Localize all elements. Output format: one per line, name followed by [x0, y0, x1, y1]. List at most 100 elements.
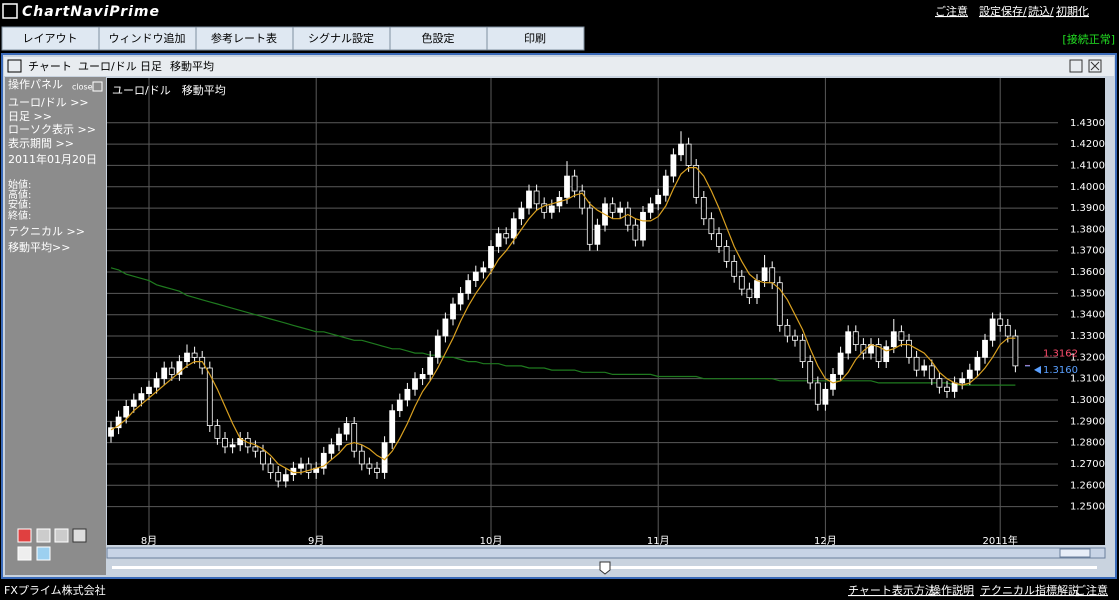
logo: ChartNaviPrime [22, 4, 160, 20]
y-tick-label: 1.4100 [1070, 160, 1105, 171]
candle-body [776, 282, 783, 326]
menu-label[interactable]: 色設定 [422, 32, 455, 45]
candle-body [465, 280, 472, 294]
chart-title: ユーロ/ドル 移動平均 [112, 83, 226, 97]
panel-close[interactable]: close [72, 83, 93, 92]
candle-body [974, 356, 981, 371]
footer-link[interactable]: チャート表示方法 [848, 583, 936, 597]
menu-label[interactable]: 印刷 [524, 32, 546, 45]
tool-icon[interactable] [36, 528, 51, 543]
panel-item[interactable]: ユーロ/ドル >> [8, 96, 89, 109]
candle-body [875, 344, 882, 363]
slider-thumb[interactable] [599, 561, 611, 575]
maximize-button[interactable] [1069, 59, 1083, 73]
candle-body [921, 365, 928, 371]
candle-body [115, 416, 122, 429]
candle-body [982, 339, 988, 358]
close-button[interactable] [1088, 59, 1102, 73]
candle-body [997, 318, 1004, 326]
candle-body [928, 365, 935, 380]
candle-body [951, 382, 958, 392]
tool-icon[interactable] [17, 528, 32, 543]
panel-item[interactable]: 日足 >> [8, 110, 52, 123]
candle-body [822, 388, 829, 405]
candle-body [396, 399, 403, 412]
menu-bar: レイアウト ウィンドウ追加 参考レート表 シグナル設定 色設定 印刷 [1, 26, 585, 51]
candle-body [442, 318, 449, 337]
footer-company: FXプライム株式会社 [4, 583, 106, 597]
candle-body [579, 190, 586, 209]
candle-body [678, 143, 684, 156]
panel-item[interactable]: テクニカル >> [8, 225, 85, 238]
menu-button[interactable] [486, 26, 585, 51]
candle-body [305, 463, 312, 473]
candle-body [123, 405, 130, 418]
header-link[interactable]: 初期化 [1056, 5, 1089, 18]
candle-body [807, 361, 814, 384]
y-tick-label: 1.3300 [1070, 331, 1105, 342]
candle-body [1004, 324, 1011, 337]
candle-body [640, 211, 646, 241]
candle-body [723, 246, 730, 262]
candle-body [336, 433, 342, 446]
y-tick-label: 1.3400 [1070, 310, 1105, 321]
candle-body [837, 352, 844, 375]
candle-body [769, 267, 776, 284]
candle-body [495, 233, 502, 247]
panel-title: 操作パネル [8, 77, 63, 91]
tool-icon[interactable] [54, 528, 69, 543]
moving-average-line [110, 167, 1016, 474]
candle-body [191, 352, 198, 358]
panel-item[interactable]: ローソク表示 >> [8, 123, 96, 136]
plot-area [107, 78, 1105, 545]
candle-body [617, 207, 624, 213]
candle-body [488, 246, 494, 269]
header-link[interactable]: ご注意 [935, 4, 968, 18]
close-icon [1090, 61, 1100, 71]
footer-link[interactable]: 操作説明 [930, 583, 974, 597]
scroll-thumb[interactable] [1059, 548, 1091, 558]
scrollbar[interactable] [106, 547, 1106, 559]
tool-icon[interactable] [36, 546, 51, 561]
y-tick-label: 1.2900 [1070, 416, 1105, 427]
menu-label[interactable]: レイアウト [23, 32, 78, 45]
candle-body [693, 165, 700, 198]
tool-icon[interactable] [17, 546, 32, 561]
tool-icon[interactable] [72, 528, 87, 543]
header-link[interactable]: 設定保存/ [979, 4, 1027, 18]
panel-item[interactable]: 移動平均>> [8, 240, 70, 254]
candle-body [814, 382, 821, 405]
candle-body [594, 224, 601, 245]
x-tick-label: 8月 [141, 535, 157, 547]
candle-body [275, 472, 282, 482]
plot: 1.2500 1.2600 1.2700 1.2800 1.2900 1.3000 1.31… [107, 78, 1105, 547]
footer-link[interactable]: テクニカル指標解説 [980, 583, 1079, 597]
candle-body [852, 331, 859, 345]
ohlc-label: 高値: [8, 188, 31, 201]
candle-body [320, 452, 327, 469]
candle-body [890, 331, 897, 348]
panel-item[interactable]: 表示期間 >> [8, 137, 74, 150]
menu-label[interactable]: シグナル設定 [308, 31, 374, 45]
candle-body [184, 352, 190, 363]
price-label: 1.3160 [1043, 365, 1078, 376]
y-tick-label: 1.2800 [1070, 438, 1105, 449]
candle-body [738, 275, 745, 290]
candle-body [374, 467, 380, 473]
footer-link[interactable]: ご注意 [1075, 583, 1108, 597]
candle-body [845, 331, 852, 354]
y-tick-label: 1.3600 [1070, 267, 1105, 278]
header-link[interactable]: 読込/ [1028, 4, 1054, 18]
panel-close-box[interactable] [92, 81, 103, 92]
candle-body [427, 356, 434, 375]
candle-body [632, 224, 639, 241]
candle-body [784, 324, 791, 337]
candle-body [161, 367, 168, 380]
logo-icon [2, 3, 18, 19]
menu-label[interactable]: 参考レート表 [211, 32, 277, 45]
menu-label[interactable]: ウィンドウ追加 [109, 31, 186, 45]
candle-body [503, 233, 510, 239]
y-tick-label: 1.3800 [1070, 224, 1105, 235]
candle-body [959, 378, 966, 384]
